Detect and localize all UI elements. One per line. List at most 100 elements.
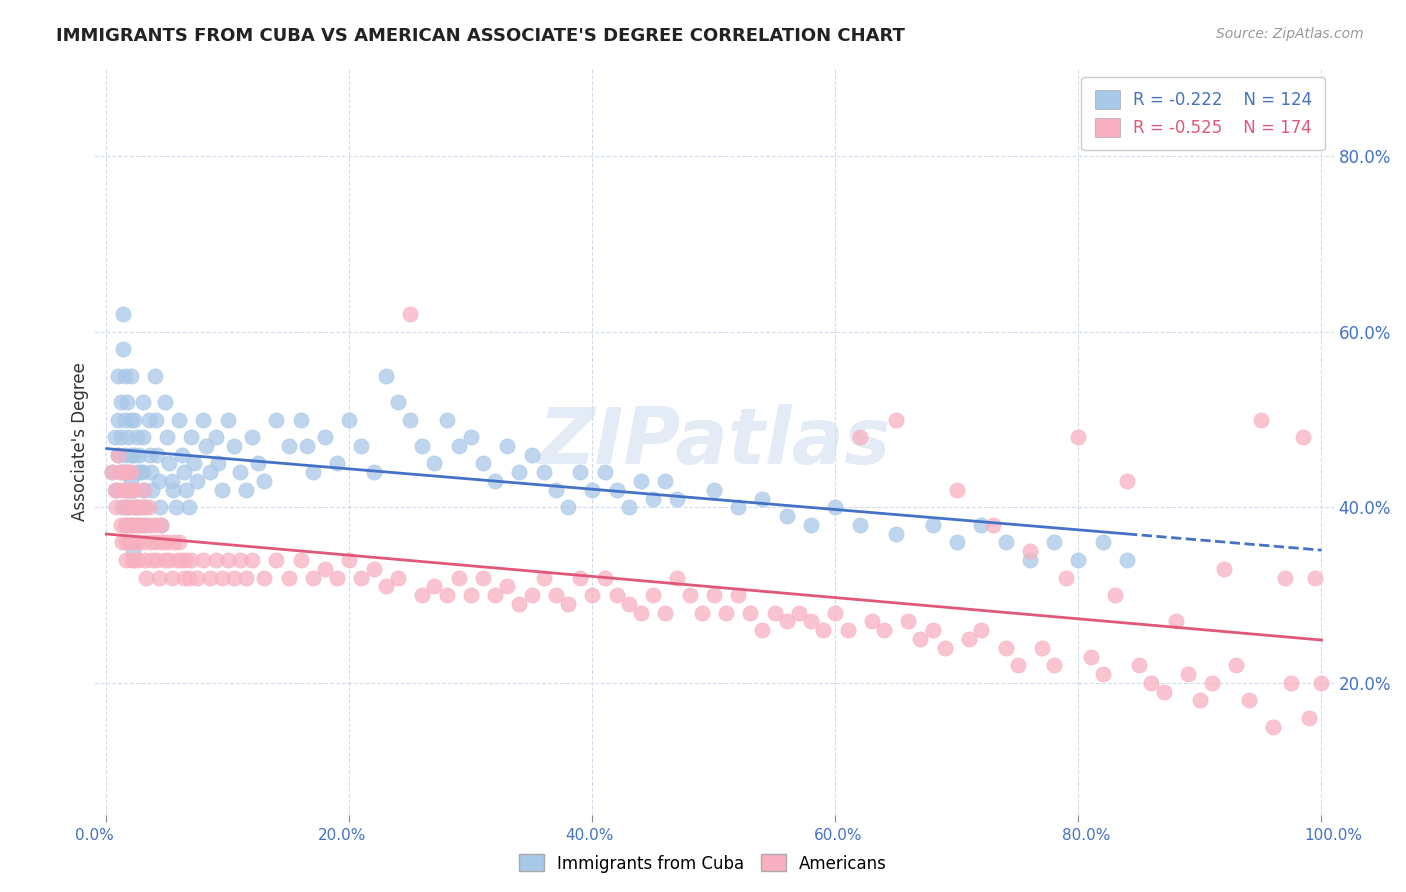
Point (1201, 676, 1223, 690)
Point (436, 588, 458, 602)
Point (138, 412, 160, 426)
Point (593, 571, 616, 585)
Point (125, 430, 148, 444)
Point (118, 535, 141, 549)
Point (156, 430, 179, 444)
Point (253, 571, 276, 585)
Point (703, 588, 725, 602)
Point (544, 588, 567, 602)
Point (114, 500, 136, 515)
Point (117, 483, 139, 497)
Point (114, 412, 136, 426)
Point (363, 465, 385, 479)
Point (104, 483, 127, 497)
Point (177, 500, 200, 515)
Point (813, 624, 835, 638)
Point (703, 483, 725, 497)
Point (1261, 720, 1284, 734)
Point (606, 483, 628, 497)
Point (143, 368, 166, 383)
Point (508, 465, 530, 479)
Point (165, 500, 187, 515)
Point (122, 448, 145, 462)
Text: 40.0%: 40.0% (565, 828, 614, 843)
Point (186, 474, 208, 488)
Point (253, 474, 276, 488)
Point (120, 483, 142, 497)
Point (117, 430, 139, 444)
Point (111, 535, 134, 549)
Point (508, 597, 530, 611)
Point (800, 517, 823, 532)
Point (776, 615, 799, 629)
Point (204, 430, 226, 444)
Point (277, 439, 299, 453)
Point (132, 395, 155, 409)
Point (436, 412, 458, 426)
Point (112, 343, 135, 357)
Point (921, 517, 943, 532)
Point (117, 517, 139, 532)
Point (121, 553, 143, 567)
Point (180, 430, 202, 444)
Point (544, 483, 567, 497)
Point (173, 465, 195, 479)
Point (122, 544, 145, 558)
Point (115, 465, 138, 479)
Point (326, 457, 349, 471)
Text: 0.0%: 0.0% (75, 828, 114, 843)
Point (824, 606, 846, 620)
Point (204, 553, 226, 567)
Point (222, 439, 245, 453)
Point (114, 448, 136, 462)
Point (1128, 658, 1150, 673)
Text: 100.0%: 100.0% (1305, 828, 1362, 843)
Text: ZIPatlas: ZIPatlas (537, 403, 890, 480)
Point (101, 465, 124, 479)
Point (134, 553, 156, 567)
Point (115, 395, 138, 409)
Point (387, 571, 409, 585)
Point (217, 553, 239, 567)
Point (411, 439, 433, 453)
Point (1031, 640, 1053, 655)
Point (107, 412, 129, 426)
Point (630, 474, 652, 488)
Point (160, 474, 183, 488)
Point (107, 448, 129, 462)
Point (148, 571, 170, 585)
Point (121, 483, 143, 497)
Point (104, 430, 127, 444)
Point (1237, 693, 1260, 707)
Point (1298, 711, 1320, 725)
Point (101, 465, 124, 479)
Point (176, 483, 198, 497)
Point (824, 500, 846, 515)
Point (447, 571, 470, 585)
Point (1018, 544, 1040, 558)
Point (1292, 430, 1315, 444)
Point (946, 535, 969, 549)
Point (114, 483, 136, 497)
Point (884, 412, 907, 426)
Point (120, 474, 142, 488)
Point (727, 500, 749, 515)
Point (447, 439, 470, 453)
Point (120, 448, 142, 462)
Point (159, 457, 181, 471)
Point (934, 640, 956, 655)
Point (581, 588, 603, 602)
Text: 20.0%: 20.0% (318, 828, 366, 843)
Point (110, 430, 132, 444)
Point (122, 483, 145, 497)
Point (295, 439, 318, 453)
Text: 80.0%: 80.0% (1062, 828, 1109, 843)
Point (496, 439, 519, 453)
Point (118, 500, 141, 515)
Text: Source: ZipAtlas.com: Source: ZipAtlas.com (1216, 27, 1364, 41)
Point (654, 606, 676, 620)
Point (314, 562, 336, 576)
Point (1104, 588, 1126, 602)
Point (1225, 658, 1247, 673)
Point (1164, 615, 1187, 629)
